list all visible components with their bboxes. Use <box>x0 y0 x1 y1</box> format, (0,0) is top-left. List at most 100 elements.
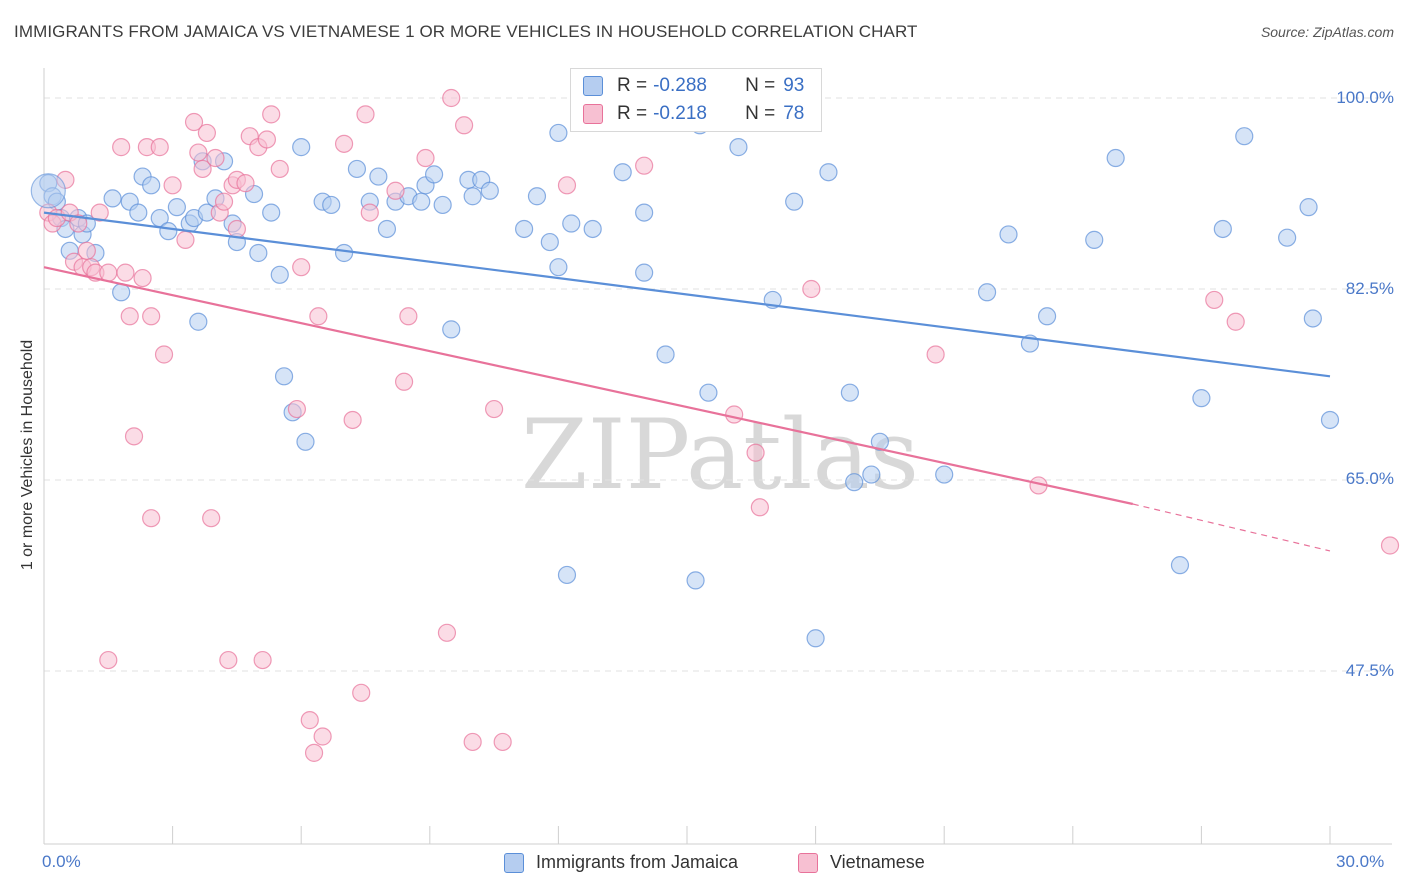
jamaica-point <box>159 222 178 241</box>
vietnamese-point <box>485 399 504 419</box>
jamaica-point <box>785 192 804 211</box>
jamaica-point <box>613 163 632 182</box>
vietnamese-point <box>120 307 139 326</box>
vietnamese-trend-extension <box>1132 503 1331 552</box>
vietnamese-point <box>725 405 744 424</box>
jamaica-point <box>274 367 294 386</box>
vietnamese-point <box>197 123 216 143</box>
vietnamese-point <box>112 138 131 157</box>
jamaica-point <box>527 187 547 206</box>
vietnamese-point <box>69 214 88 233</box>
jamaica-point <box>1085 230 1104 249</box>
vietnamese-point <box>493 732 512 752</box>
vietnamese-point <box>193 159 212 179</box>
vietnamese-point <box>416 148 435 168</box>
jamaica-point <box>1320 410 1340 430</box>
jamaica-point <box>292 138 311 157</box>
vietnamese-point <box>442 88 461 108</box>
legend-row-vietnamese: R = -0.218 N = 78 <box>583 101 804 127</box>
vietnamese-point <box>287 399 307 419</box>
vietnamese-point <box>227 219 246 239</box>
vietnamese-point <box>206 148 225 168</box>
jamaica-point <box>1278 228 1297 247</box>
vietnamese-point <box>557 176 577 195</box>
vietnamese-point <box>352 683 371 702</box>
jamaica-point <box>270 265 289 284</box>
jamaica-point <box>1037 307 1057 326</box>
vietnamese-point <box>270 159 289 179</box>
jamaica-point <box>870 432 890 451</box>
vietnamese-point <box>386 181 405 200</box>
jamaica-point <box>1303 309 1322 328</box>
vietnamese-point <box>124 427 144 446</box>
vietnamese-point <box>77 241 96 260</box>
watermark: ZIPatlas <box>521 399 919 511</box>
jamaica-point <box>862 465 881 484</box>
correlation-legend: R = -0.288 N = 93 R = -0.218 N = 78 <box>570 68 822 132</box>
jamaica-point <box>557 565 577 585</box>
jamaica-point <box>424 165 444 184</box>
jamaica-point <box>1170 556 1190 575</box>
vietnamese-point <box>394 372 414 391</box>
vietnamese-point <box>176 230 195 249</box>
legend-r-value: -0.218 <box>653 103 707 124</box>
jamaica-point <box>142 176 161 195</box>
vietnamese-point <box>437 623 457 642</box>
vietnamese-point <box>116 263 135 282</box>
jamaica-point <box>1299 198 1318 217</box>
jamaica-point <box>322 195 341 215</box>
legend-r-label: R = <box>617 103 648 124</box>
bottom-legend-jamaica: Immigrants from Jamaica <box>504 852 738 873</box>
vietnamese-point <box>202 509 221 528</box>
vietnamese-point <box>1205 290 1224 310</box>
legend-swatch-jamaica <box>583 76 603 96</box>
jamaica-point <box>103 189 122 208</box>
vietnamese-point <box>219 650 238 670</box>
jamaica-point <box>729 138 748 157</box>
vietnamese-point <box>133 268 152 288</box>
jamaica-point <box>296 432 315 451</box>
vietnamese-point <box>99 650 118 670</box>
jamaica-point <box>189 312 208 331</box>
x-tick-label-max: 30.0% <box>1336 852 1385 871</box>
vietnamese-point <box>257 130 277 149</box>
vietnamese-point <box>184 112 204 132</box>
jamaica-point <box>347 159 367 179</box>
vietnamese-point <box>236 174 255 193</box>
y-tick-label-100: 100.0% <box>1336 88 1394 107</box>
jamaica-point <box>1106 148 1125 168</box>
vietnamese-point <box>292 258 311 277</box>
vietnamese-point <box>1226 312 1245 331</box>
vietnamese-point <box>313 727 332 746</box>
y-tick-label-47-5: 47.5% <box>1345 661 1394 680</box>
bottom-legend-swatch-vietnamese <box>798 852 818 873</box>
vietnamese-point <box>150 138 169 157</box>
jamaica-point <box>935 465 954 484</box>
jamaica-point <box>699 383 718 402</box>
vietnamese-point <box>99 263 118 282</box>
y-tick-label-65: 65.0% <box>1345 469 1394 488</box>
legend-n-label: N = <box>745 75 776 96</box>
jamaica-point <box>583 219 602 239</box>
jamaica-point <box>806 629 825 648</box>
vietnamese-point <box>90 203 109 222</box>
jamaica-point <box>656 345 675 364</box>
jamaica-point <box>562 214 581 233</box>
vietnamese-point <box>300 711 319 730</box>
vietnamese-point <box>746 443 765 462</box>
legend-row-jamaica: R = -0.288 N = 93 <box>583 73 804 99</box>
jamaica-point-large <box>30 173 66 209</box>
jamaica-point <box>977 283 997 302</box>
vietnamese-point <box>334 134 354 153</box>
jamaica-point <box>999 225 1018 244</box>
jamaica-point <box>167 198 186 217</box>
bottom-legend-label-jamaica: Immigrants from Jamaica <box>536 852 739 872</box>
jamaica-point <box>334 243 354 263</box>
legend-r-value: -0.288 <box>653 75 707 96</box>
vietnamese-point <box>463 732 482 752</box>
vietnamese-point <box>163 176 182 195</box>
vietnamese-point <box>750 498 769 517</box>
jamaica-point <box>377 219 397 239</box>
vietnamese-point <box>253 650 272 670</box>
